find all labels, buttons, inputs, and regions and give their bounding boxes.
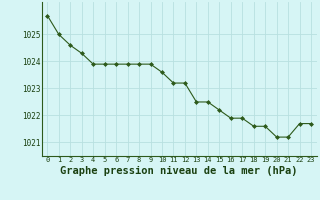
X-axis label: Graphe pression niveau de la mer (hPa): Graphe pression niveau de la mer (hPa) xyxy=(60,166,298,176)
